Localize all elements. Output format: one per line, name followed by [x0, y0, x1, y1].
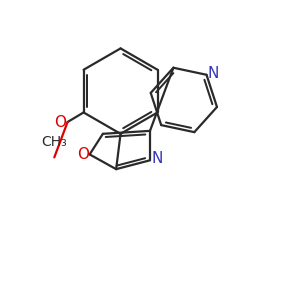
Text: O: O — [77, 147, 89, 162]
Text: N: N — [207, 66, 219, 81]
Text: CH₃: CH₃ — [41, 135, 67, 149]
Text: O: O — [54, 115, 66, 130]
Text: N: N — [152, 151, 163, 166]
